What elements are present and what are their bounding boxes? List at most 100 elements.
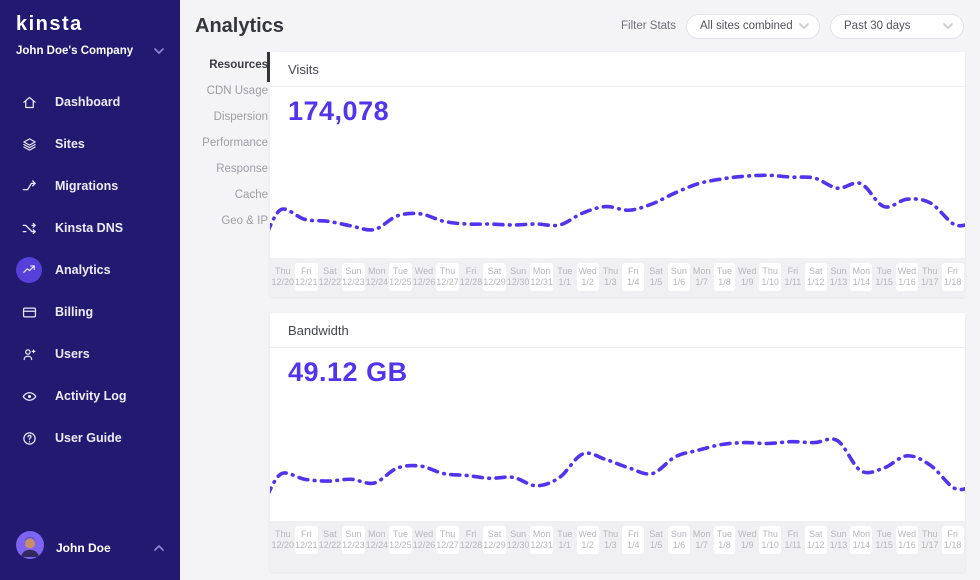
axis-tick: Sun 1/6 bbox=[667, 263, 690, 291]
axis-tick: Wed 1/9 bbox=[738, 266, 757, 287]
visits-chart bbox=[270, 128, 965, 258]
axis-tick: Fri 1/4 bbox=[622, 526, 645, 554]
axis-tick: Tue 1/15 bbox=[875, 266, 893, 287]
sidebar-item-analytics[interactable]: Analytics bbox=[0, 253, 180, 287]
axis-tick: Thu 1/10 bbox=[759, 526, 781, 554]
subnav-item-geo-ip[interactable]: Geo & IP bbox=[221, 215, 268, 227]
sidebar-item-sites[interactable]: Sites bbox=[0, 127, 180, 161]
sidebar-item-kinsta-dns[interactable]: Kinsta DNS bbox=[0, 211, 180, 245]
axis-tick: Thu 1/17 bbox=[921, 266, 939, 287]
sidebar-item-migrations[interactable]: Migrations bbox=[0, 169, 180, 203]
site-filter-dropdown[interactable]: All sites combined bbox=[686, 13, 820, 39]
axis-tick: Wed 1/16 bbox=[896, 263, 918, 291]
home-icon bbox=[16, 89, 42, 115]
axis-tick: Wed 1/16 bbox=[896, 526, 918, 554]
cards-column: Visits 174,078 Thu 12/20 Fri 12/21 Sat 12/22 S… bbox=[270, 52, 965, 572]
subnav-item-dispersion[interactable]: Dispersion bbox=[213, 111, 268, 123]
axis-tick: Thu 1/3 bbox=[602, 266, 619, 287]
sidebar-item-dashboard[interactable]: Dashboard bbox=[0, 85, 180, 119]
chevron-down-icon bbox=[943, 23, 953, 29]
sidebar-item-activity-log[interactable]: Activity Log bbox=[0, 379, 180, 413]
subnav-item-resources[interactable]: Resources bbox=[180, 52, 270, 82]
brand-block: kinsta John Doe's Company bbox=[0, 0, 180, 61]
eye-icon bbox=[16, 383, 42, 409]
axis-tick: Wed 1/2 bbox=[576, 526, 599, 554]
axis-tick: Tue 1/8 bbox=[713, 263, 736, 291]
date-range-dropdown[interactable]: Past 30 days bbox=[830, 13, 964, 39]
axis-tick: Sat 1/5 bbox=[649, 529, 663, 550]
axis-tick: Thu 1/17 bbox=[921, 529, 939, 550]
axis-tick: Fri 12/28 bbox=[459, 266, 483, 287]
axis-tick: Sun 12/30 bbox=[506, 529, 530, 550]
sidebar-item-users[interactable]: Users bbox=[0, 337, 180, 371]
kinsta-logo: kinsta bbox=[16, 13, 83, 35]
axis-tick: Sat 1/12 bbox=[804, 263, 827, 291]
axis-tick: Sun 12/23 bbox=[342, 263, 365, 291]
axis-tick: Wed 1/2 bbox=[576, 263, 599, 291]
credit-card-icon bbox=[16, 299, 42, 325]
axis-tick: Tue 1/1 bbox=[557, 266, 573, 287]
sidebar-item-label: Sites bbox=[55, 137, 85, 151]
filter-stats-label: Filter Stats bbox=[621, 20, 676, 32]
axis-tick: Mon 1/14 bbox=[850, 263, 873, 291]
bandwidth-card-title: Bandwidth bbox=[270, 313, 965, 348]
chevron-down-icon bbox=[154, 48, 164, 54]
axis-tick: Tue 1/15 bbox=[875, 529, 893, 550]
axis-tick: Sun 1/6 bbox=[667, 526, 690, 554]
axis-tick: Tue 12/25 bbox=[389, 263, 412, 291]
main-content: Analytics Filter Stats All sites combine… bbox=[180, 0, 980, 580]
axis-tick: Tue 12/25 bbox=[389, 526, 412, 554]
axis-tick: Sat 12/22 bbox=[318, 266, 342, 287]
axis-tick: Mon 12/24 bbox=[365, 529, 389, 550]
subnav-item-performance[interactable]: Performance bbox=[202, 137, 268, 149]
sidebar-item-billing[interactable]: Billing bbox=[0, 295, 180, 329]
chevron-up-icon bbox=[154, 544, 164, 551]
subnav-item-cdn-usage[interactable]: CDN Usage bbox=[206, 85, 268, 97]
axis-tick: Wed 12/26 bbox=[412, 266, 436, 287]
subnav-item-cache[interactable]: Cache bbox=[234, 189, 268, 201]
series-line bbox=[270, 437, 965, 495]
sidebar-item-label: Billing bbox=[55, 305, 94, 319]
company-selector[interactable]: John Doe's Company bbox=[16, 45, 164, 57]
analytics-subnav: Resources CDN Usage Dispersion Performan… bbox=[180, 52, 270, 572]
axis-tick: Sun 1/13 bbox=[829, 529, 848, 550]
axis-tick: Sun 12/23 bbox=[342, 526, 365, 554]
axis-tick: Wed 12/26 bbox=[412, 529, 436, 550]
axis-tick: Mon 1/14 bbox=[850, 526, 873, 554]
axis-tick: Mon 12/31 bbox=[530, 263, 553, 291]
company-name: John Doe's Company bbox=[16, 45, 134, 57]
trending-up-icon bbox=[16, 257, 42, 283]
sidebar: kinsta John Doe's Company Dashboard Site… bbox=[0, 0, 180, 580]
route-icon bbox=[16, 215, 42, 241]
sidebar-item-user-guide[interactable]: User Guide bbox=[0, 421, 180, 455]
user-menu[interactable]: John Doe bbox=[0, 519, 180, 580]
bandwidth-card: Bandwidth 49.12 GB Thu 12/20 Fri 12/21 Sat 12… bbox=[270, 313, 965, 572]
sidebar-item-label: Activity Log bbox=[55, 389, 127, 403]
site-filter-value: All sites combined bbox=[700, 20, 793, 32]
sidebar-spacer bbox=[0, 463, 180, 519]
page-title: Analytics bbox=[195, 14, 284, 37]
axis-tick: Sun 12/30 bbox=[506, 266, 530, 287]
series-line bbox=[270, 173, 965, 232]
axis-tick: Fri 1/18 bbox=[941, 263, 964, 291]
axis-tick: Thu 1/3 bbox=[602, 529, 619, 550]
axis-tick: Fri 1/11 bbox=[784, 266, 802, 287]
bandwidth-total: 49.12 GB bbox=[288, 357, 408, 387]
visits-axis: Thu 12/20 Fri 12/21 Sat 12/22 Sun 12/23 Mon 12/24… bbox=[270, 258, 965, 297]
axis-tick: Tue 1/1 bbox=[557, 529, 573, 550]
axis-tick: Sat 12/22 bbox=[318, 529, 342, 550]
question-circle-icon bbox=[16, 425, 42, 451]
visits-card: Visits 174,078 Thu 12/20 Fri 12/21 Sat 12/22 S… bbox=[270, 52, 965, 297]
sidebar-item-label: Analytics bbox=[55, 263, 111, 277]
axis-tick: Fri 12/21 bbox=[295, 526, 318, 554]
branch-arrow-icon bbox=[16, 173, 42, 199]
axis-tick: Fri 1/11 bbox=[784, 529, 802, 550]
user-plus-icon bbox=[16, 341, 42, 367]
sidebar-item-label: Migrations bbox=[55, 179, 119, 193]
axis-tick: Fri 1/4 bbox=[622, 263, 645, 291]
axis-tick: Thu 12/27 bbox=[436, 526, 459, 554]
sidebar-nav: Dashboard Sites Migrations Kinsta DNS An… bbox=[0, 85, 180, 463]
subnav-item-response[interactable]: Response bbox=[216, 163, 268, 175]
visits-card-title: Visits bbox=[270, 52, 965, 87]
axis-tick: Thu 12/27 bbox=[436, 263, 459, 291]
